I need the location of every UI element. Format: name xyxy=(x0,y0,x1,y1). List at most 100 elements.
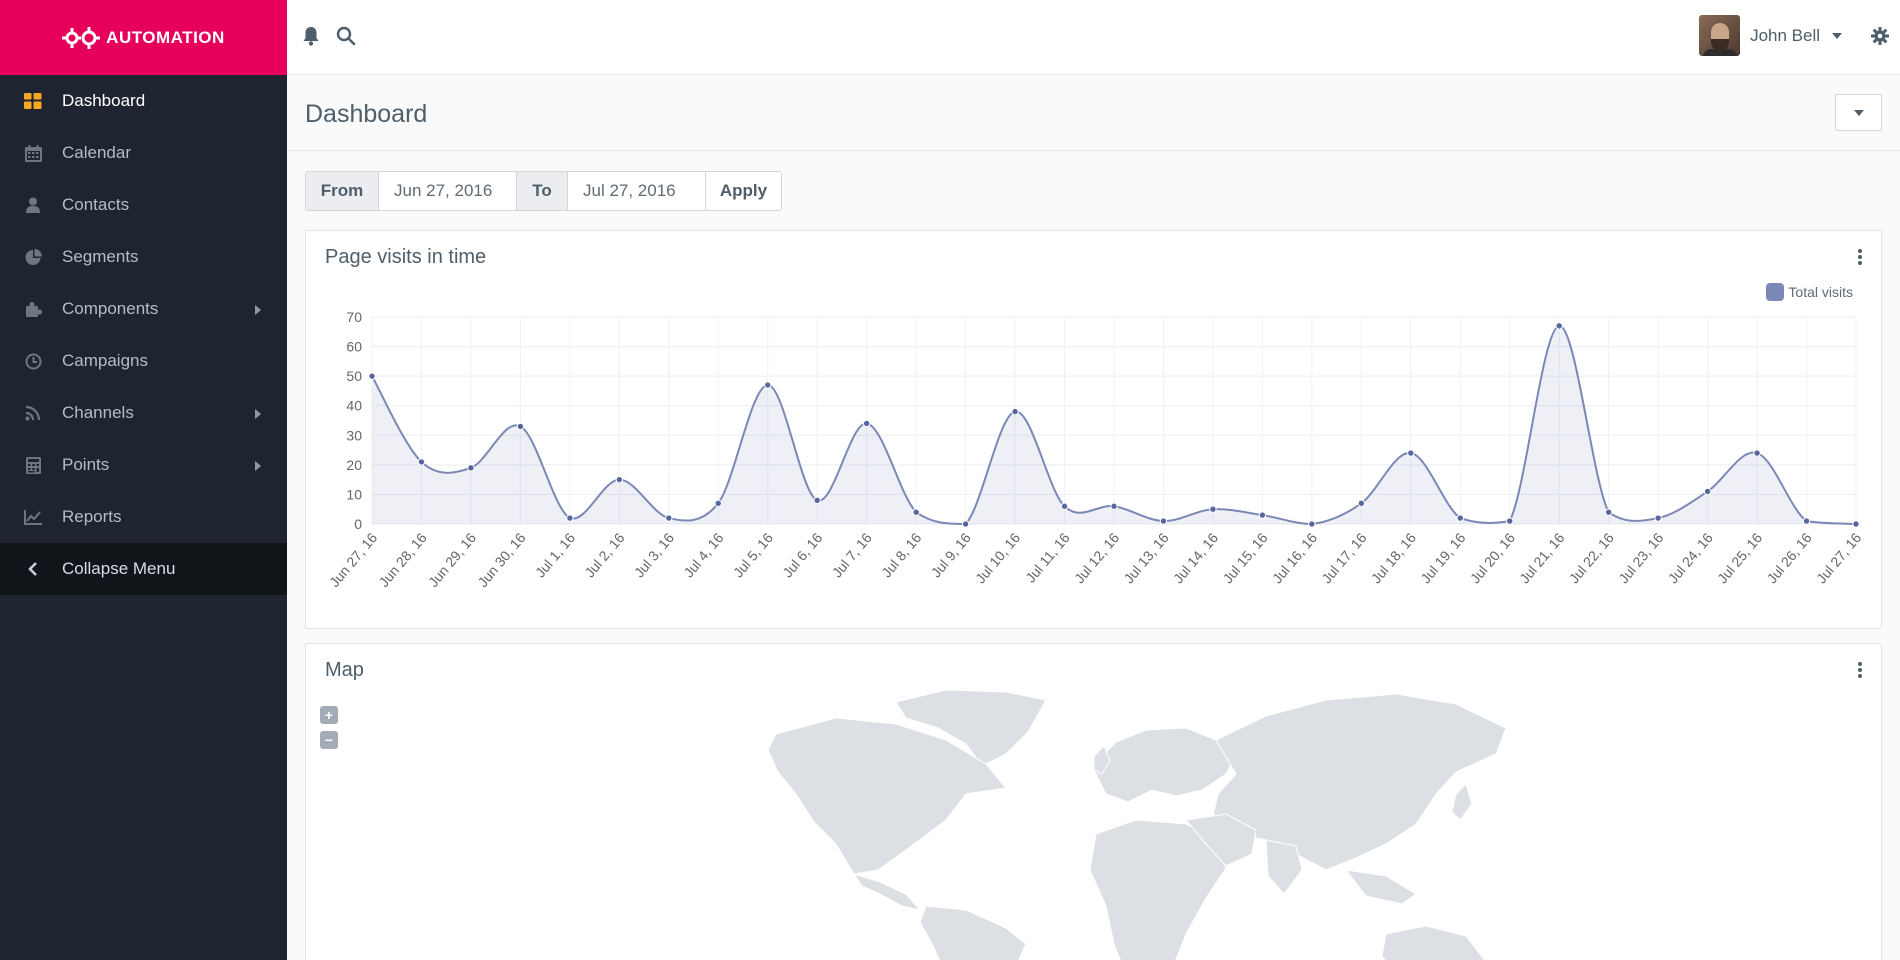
data-point xyxy=(417,458,426,466)
x-tick-label: Jul 25, 16 xyxy=(1714,529,1765,586)
collapse-menu-button[interactable]: Collapse Menu xyxy=(0,543,287,595)
sidebar: AUTOMATION Dashboard Calendar Contacts S… xyxy=(0,0,287,960)
date-from-input[interactable] xyxy=(379,172,516,210)
data-point xyxy=(665,514,673,522)
data-point xyxy=(1604,508,1613,516)
map-region-europe xyxy=(1091,727,1237,803)
data-point xyxy=(1407,449,1415,457)
y-tick-label: 10 xyxy=(346,486,362,502)
sidebar-item-label: Campaigns xyxy=(62,351,148,370)
y-tick-label: 40 xyxy=(346,398,362,414)
x-tick-label: Jul 2, 16 xyxy=(581,529,627,580)
gears-icon xyxy=(62,26,101,49)
map-region-asia xyxy=(1211,693,1507,871)
data-point xyxy=(1209,505,1217,513)
x-tick-label: Jul 22, 16 xyxy=(1566,529,1617,586)
world-map[interactable] xyxy=(306,644,1883,960)
sidebar-item-label: Contacts xyxy=(62,195,130,214)
map-region-japan xyxy=(1451,783,1473,821)
data-point xyxy=(1852,520,1860,528)
calculator-icon xyxy=(22,456,44,474)
sidebar-item-segments[interactable]: Segments xyxy=(0,231,287,283)
x-tick-label: Jul 4, 16 xyxy=(680,529,726,580)
data-point xyxy=(1753,449,1761,457)
sidebar-item-points[interactable]: Points xyxy=(0,439,287,491)
sidebar-item-contacts[interactable]: Contacts xyxy=(0,179,287,231)
map-region-india xyxy=(1265,839,1303,895)
x-tick-label: Jul 16, 16 xyxy=(1269,529,1320,586)
x-tick-label: Jul 17, 16 xyxy=(1318,529,1369,586)
data-point xyxy=(764,381,772,389)
apply-button[interactable]: Apply xyxy=(706,172,781,210)
page-options-button[interactable] xyxy=(1835,94,1882,131)
map-region-australia xyxy=(1381,925,1486,960)
data-point xyxy=(1060,502,1069,510)
data-point xyxy=(1703,487,1712,496)
y-tick-label: 60 xyxy=(346,339,362,355)
x-tick-label: Jul 10, 16 xyxy=(972,529,1023,586)
caret-right-icon xyxy=(255,461,261,471)
legend-label: Total visits xyxy=(1788,284,1853,300)
chevron-left-icon xyxy=(22,560,44,578)
map-region-greenland xyxy=(895,689,1047,767)
dashboard-icon xyxy=(22,92,44,110)
data-point xyxy=(566,514,574,522)
sidebar-item-label: Reports xyxy=(62,507,122,526)
data-point xyxy=(862,419,871,428)
pie-chart-icon xyxy=(22,248,44,266)
zoom-in-button[interactable]: + xyxy=(320,706,338,724)
kebab-menu-icon[interactable] xyxy=(1857,662,1863,678)
data-point xyxy=(368,372,376,380)
y-tick-label: 30 xyxy=(346,427,362,443)
x-tick-label: Jul 20, 16 xyxy=(1467,529,1518,586)
calendar-icon xyxy=(22,144,44,162)
sidebar-item-label: Segments xyxy=(62,247,139,266)
x-tick-label: Jul 11, 16 xyxy=(1022,529,1073,585)
sidebar-item-dashboard[interactable]: Dashboard xyxy=(0,75,287,127)
x-tick-label: Jul 18, 16 xyxy=(1368,529,1419,586)
data-point xyxy=(1456,514,1464,522)
y-tick-label: 0 xyxy=(354,516,362,532)
to-label: To xyxy=(516,172,568,210)
sidebar-item-calendar[interactable]: Calendar xyxy=(0,127,287,179)
map-region-south-america xyxy=(919,905,1027,960)
x-tick-label: Jul 24, 16 xyxy=(1665,529,1716,586)
x-tick-label: Jun 28, 16 xyxy=(375,529,429,590)
map-panel: Map + − xyxy=(305,643,1882,960)
user-menu[interactable]: John Bell xyxy=(1699,15,1842,56)
gear-icon[interactable] xyxy=(1869,25,1891,47)
search-icon[interactable] xyxy=(335,25,357,47)
chart-legend[interactable]: Total visits xyxy=(1766,283,1853,301)
map-region-central-america xyxy=(852,873,922,911)
map-region-north-america xyxy=(767,717,1007,875)
zoom-out-button[interactable]: − xyxy=(320,731,338,749)
sidebar-item-campaigns[interactable]: Campaigns xyxy=(0,335,287,387)
x-tick-label: Jul 23, 16 xyxy=(1615,529,1666,586)
panel-title: Map xyxy=(325,659,364,681)
data-point xyxy=(1555,322,1563,330)
data-point xyxy=(1506,517,1514,525)
date-to-input[interactable] xyxy=(568,172,706,210)
data-point xyxy=(516,422,525,431)
avatar xyxy=(1699,15,1741,56)
x-tick-label: Jul 9, 16 xyxy=(928,529,974,580)
brand-logo[interactable]: AUTOMATION xyxy=(0,0,287,75)
kebab-menu-icon[interactable] xyxy=(1857,249,1863,265)
x-tick-label: Jun 29, 16 xyxy=(425,529,479,590)
series-area xyxy=(372,325,1856,524)
x-tick-label: Jul 5, 16 xyxy=(730,529,776,580)
data-point xyxy=(467,464,475,472)
x-tick-label: Jul 21, 16 xyxy=(1516,529,1567,586)
data-point xyxy=(1159,517,1168,525)
data-point xyxy=(1357,499,1366,507)
sidebar-item-reports[interactable]: Reports xyxy=(0,491,287,543)
sidebar-item-label: Dashboard xyxy=(62,91,146,110)
bell-icon[interactable] xyxy=(300,25,322,47)
puzzle-icon xyxy=(22,300,44,318)
caret-right-icon xyxy=(255,409,261,419)
data-point xyxy=(1802,517,1811,525)
sidebar-item-channels[interactable]: Channels xyxy=(0,387,287,439)
sidebar-item-components[interactable]: Components xyxy=(0,283,287,335)
map-region-africa xyxy=(1089,819,1227,960)
caret-down-icon xyxy=(1853,109,1864,116)
